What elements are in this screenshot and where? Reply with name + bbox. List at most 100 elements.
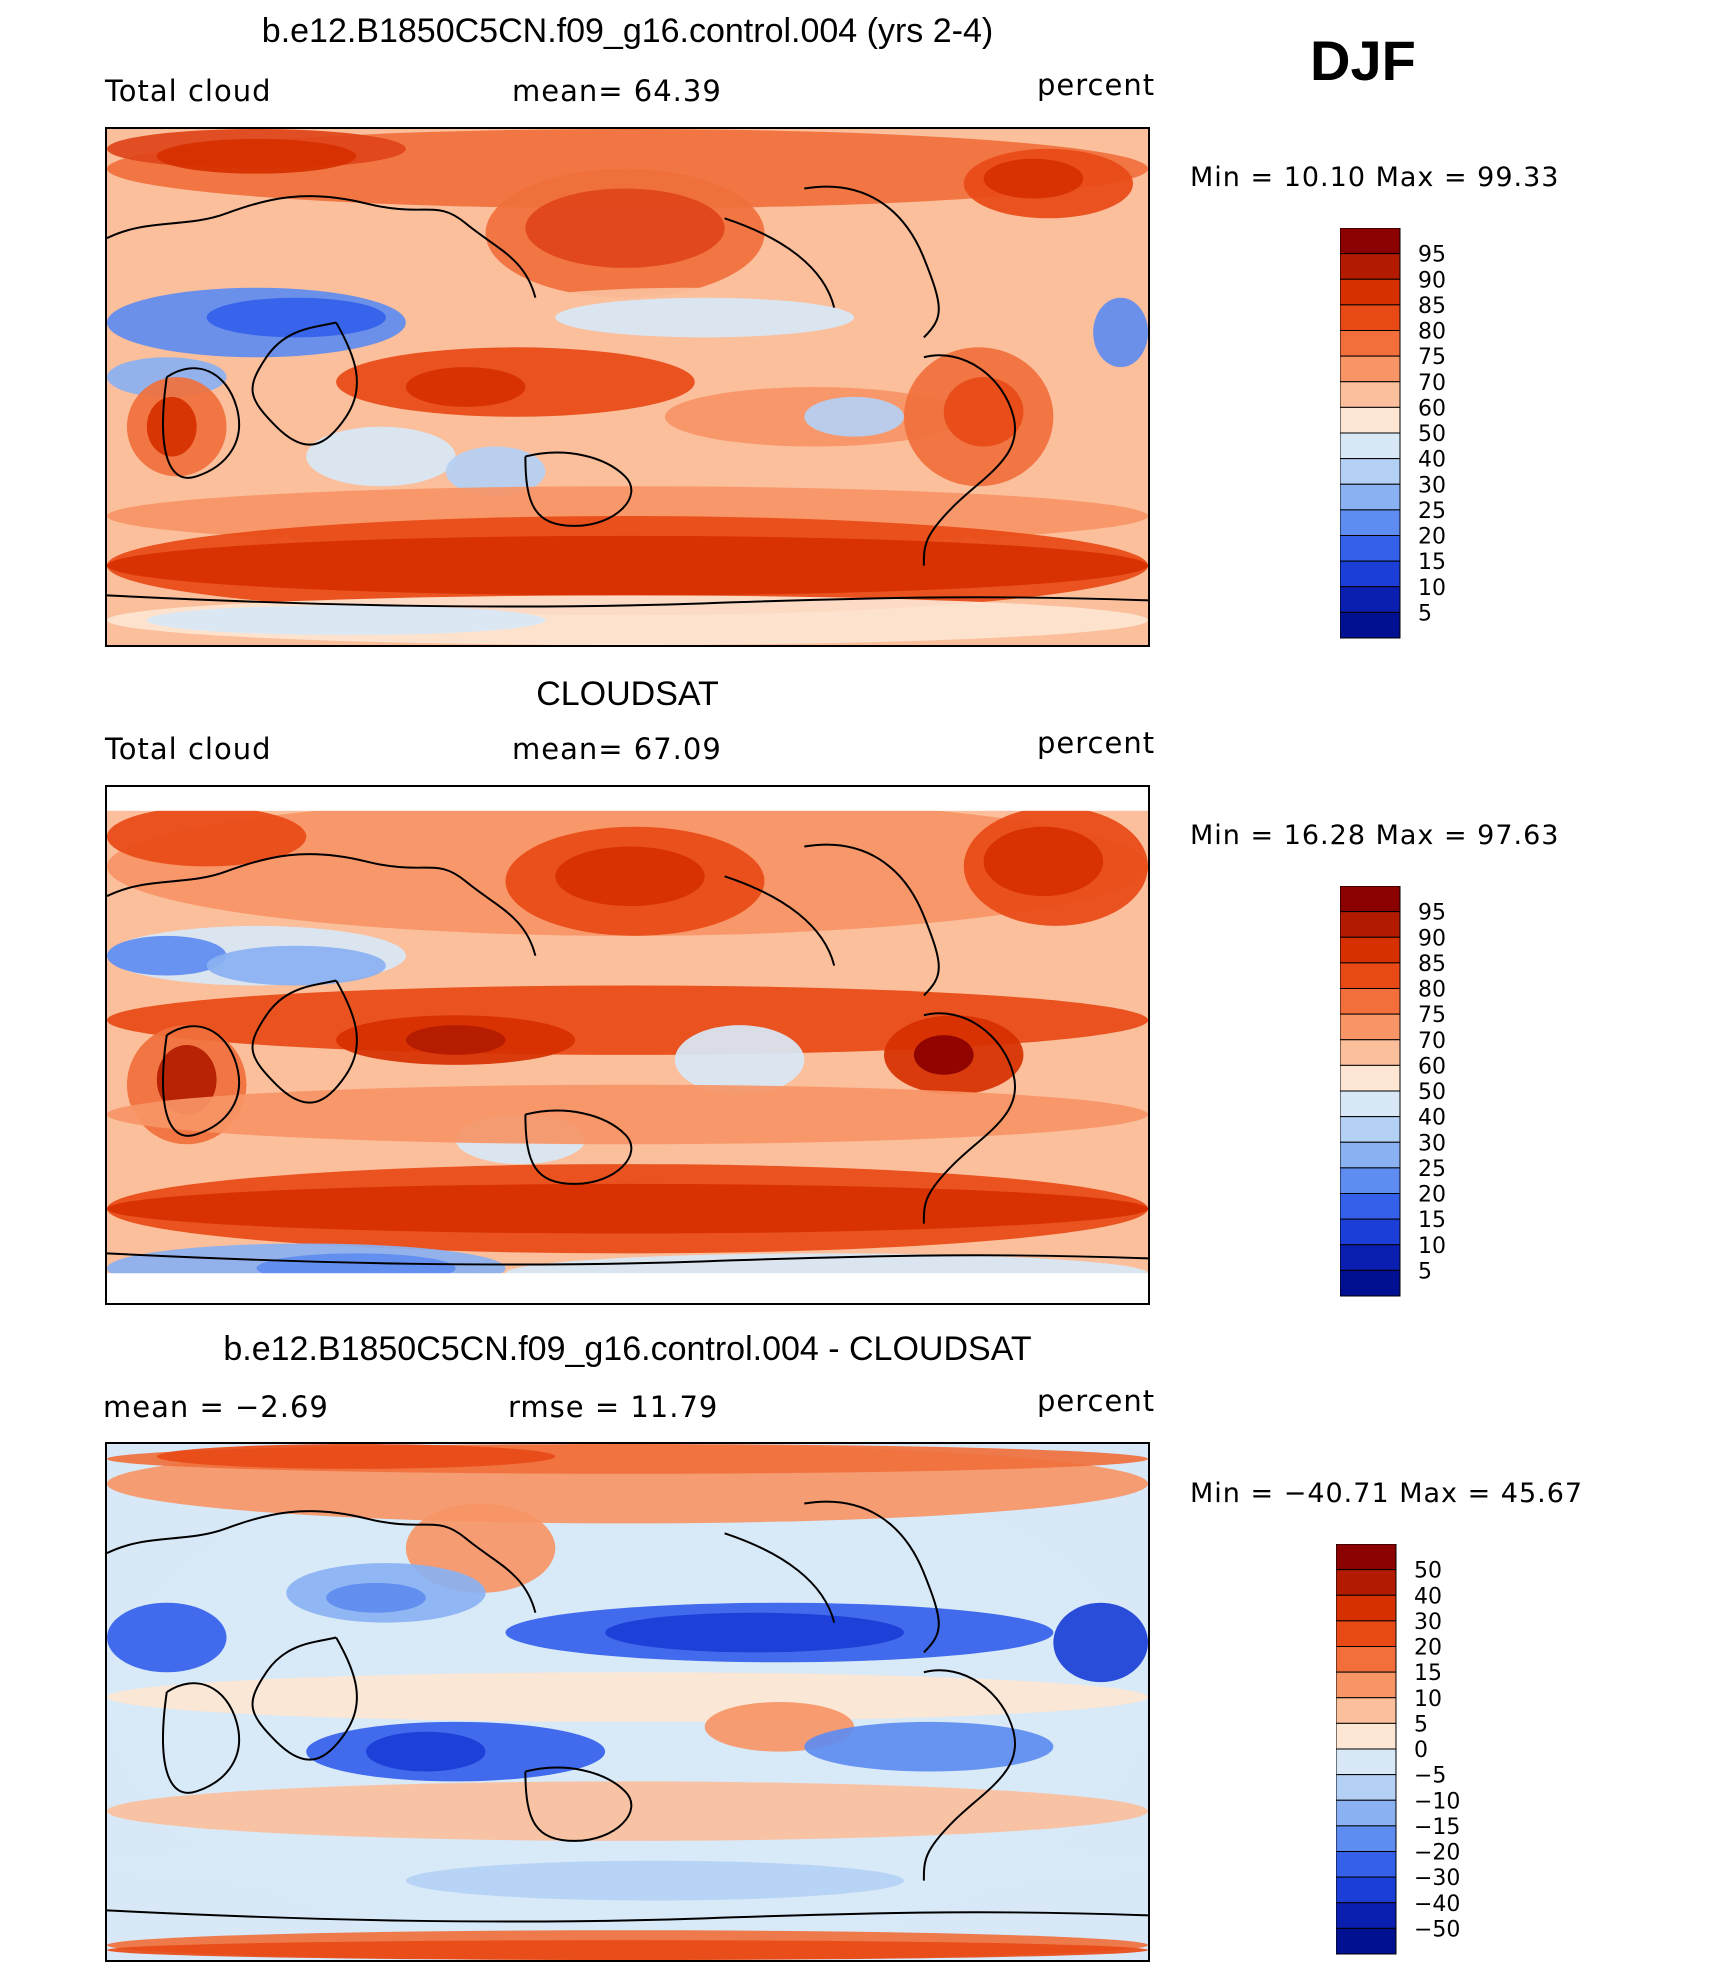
coastline — [251, 1636, 358, 1761]
colorbar-tick-label: −40 — [1414, 1892, 1460, 1917]
contour-region — [804, 1721, 1054, 1772]
coastline — [524, 1109, 633, 1185]
colorbar-swatch — [1340, 355, 1401, 383]
colorbar-tick-label: 20 — [1414, 1636, 1442, 1661]
colorbar-tick-label: 5 — [1414, 1712, 1428, 1737]
panel-1-map — [105, 127, 1150, 647]
colorbar-swatch — [1336, 1671, 1397, 1699]
panel-2-colorbar: 95 90 85 80 75 70 60 50 40 30 25 20 15 10 5 — [1340, 886, 1490, 1301]
contour-region — [445, 446, 546, 497]
colorbar-tick-label: 90 — [1418, 926, 1446, 951]
colorbar-swatch — [1336, 1799, 1397, 1827]
colorbar-tick-label: 85 — [1418, 952, 1446, 977]
contour-region — [146, 396, 197, 457]
colorbar-tick-label: 20 — [1418, 1183, 1446, 1208]
coastline — [804, 1500, 940, 1654]
colorbar-swatch — [1340, 988, 1401, 1015]
contour-region — [206, 297, 386, 338]
panel-3-title: b.e12.B1850C5CN.f09_g16.control.004 - CL… — [223, 1330, 1032, 1368]
coastline — [107, 1510, 537, 1613]
colorbar-swatch — [1336, 1646, 1397, 1673]
colorbar-tick-label: 50 — [1414, 1559, 1442, 1584]
colorbar-tick-label: −20 — [1414, 1841, 1460, 1866]
coastline — [724, 217, 836, 308]
contour-region — [405, 1860, 904, 1901]
colorbar-swatch — [1336, 1927, 1397, 1955]
panel-3-map — [105, 1442, 1150, 1962]
colorbar-swatch — [1340, 1244, 1401, 1271]
coastline — [107, 195, 537, 298]
colorbar-tick-label: −50 — [1414, 1917, 1460, 1942]
coastline — [162, 1682, 241, 1794]
panel-1-colorbar: 95 90 85 80 75 70 60 50 40 30 25 20 15 10 5 — [1340, 228, 1490, 643]
contour-region — [206, 945, 386, 986]
colorbar-swatch — [1340, 586, 1401, 613]
contour-region — [156, 1045, 217, 1115]
panel-1-left-label: Total cloud — [105, 74, 272, 108]
colorbar-swatch — [1336, 1774, 1397, 1801]
colorbar-tick-label: 60 — [1418, 396, 1446, 421]
colorbar-swatch — [1340, 911, 1401, 938]
colorbar-tick-label: 30 — [1418, 1131, 1446, 1156]
contour-region — [405, 1025, 506, 1055]
coastline — [251, 321, 358, 446]
contour-region — [146, 605, 546, 636]
colorbar-swatch — [1340, 1116, 1401, 1143]
colorbar-swatch — [1336, 1748, 1397, 1776]
panel-2-left-label: Total cloud — [105, 732, 272, 766]
colorbar-tick-label: 85 — [1418, 294, 1446, 319]
colorbar-tick-label: 95 — [1418, 901, 1446, 926]
contour-region — [913, 1035, 974, 1075]
coastline — [107, 853, 537, 956]
contour-region — [107, 935, 227, 976]
contour-region — [1053, 1602, 1148, 1683]
colorbar-tick-label: −10 — [1414, 1789, 1460, 1814]
contour-region — [366, 1731, 486, 1772]
colorbar-swatch — [1340, 1039, 1401, 1066]
coastline — [251, 979, 358, 1104]
panel-3-field — [107, 1444, 1148, 1960]
colorbar-tick-label: 0 — [1414, 1738, 1428, 1763]
colorbar-tick-label: 30 — [1414, 1610, 1442, 1635]
colorbar-swatch — [1340, 228, 1401, 255]
coastline — [162, 367, 241, 479]
panel-1-title: b.e12.B1850C5CN.f09_g16.control.004 (yrs… — [261, 12, 994, 50]
coastline — [162, 1025, 241, 1137]
panel-3-rmse-label: rmse = 11.79 — [508, 1390, 719, 1424]
colorbar-tick-label: 75 — [1418, 1003, 1446, 1028]
contour-region — [107, 806, 307, 867]
contour-region — [555, 297, 855, 338]
colorbar-tick-label: 30 — [1418, 473, 1446, 498]
colorbar-tick-label: 90 — [1418, 268, 1446, 293]
colorbar-swatch — [1340, 1218, 1401, 1246]
coastline — [524, 451, 633, 527]
colorbar-swatch — [1340, 509, 1401, 536]
colorbar-tick-label: 75 — [1418, 345, 1446, 370]
coastline — [804, 843, 940, 997]
contour-region — [107, 1084, 1148, 1145]
colorbar-tick-label: 15 — [1418, 550, 1446, 575]
coastline — [107, 1252, 1148, 1266]
contour-region — [107, 535, 1148, 596]
panel-1-minmax: Min = 10.10 Max = 99.33 — [1190, 162, 1560, 193]
panel-2-mean-label: mean= 67.09 — [512, 732, 722, 766]
contour-region — [1093, 297, 1148, 368]
panel-2-minmax: Min = 16.28 Max = 97.63 — [1190, 820, 1560, 851]
colorbar-swatch — [1340, 1269, 1401, 1297]
colorbar-tick-label: 10 — [1418, 576, 1446, 601]
colorbar-tick-label: 15 — [1414, 1661, 1442, 1686]
colorbar-tick-label: −15 — [1414, 1815, 1460, 1840]
missing-data-band — [107, 787, 1148, 811]
contour-region — [156, 1444, 556, 1469]
colorbar-tick-label: 5 — [1418, 1259, 1432, 1284]
panel-2-title: CLOUDSAT — [536, 675, 719, 713]
panel-1-field — [107, 129, 1148, 645]
colorbar-swatch — [1336, 1902, 1397, 1929]
colorbar-swatch — [1340, 432, 1401, 460]
panel-3-colorbar: 50 40 30 20 15 10 5 0 −5 −10 −15 −20 −30 −40 −50 — [1336, 1544, 1496, 1959]
panel-3-minmax: Min = −40.71 Max = 45.67 — [1190, 1478, 1584, 1509]
colorbar-tick-label: 25 — [1418, 499, 1446, 524]
panel-1-mean-label: mean= 64.39 — [512, 74, 722, 108]
colorbar-tick-label: 40 — [1418, 448, 1446, 473]
panel-3-units-label: percent — [1037, 1384, 1156, 1418]
